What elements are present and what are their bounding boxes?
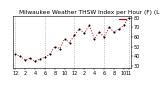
Text: Milwaukee Weather THSW Index per Hour (F) (Last 24 Hours): Milwaukee Weather THSW Index per Hour (F… [19,10,160,15]
